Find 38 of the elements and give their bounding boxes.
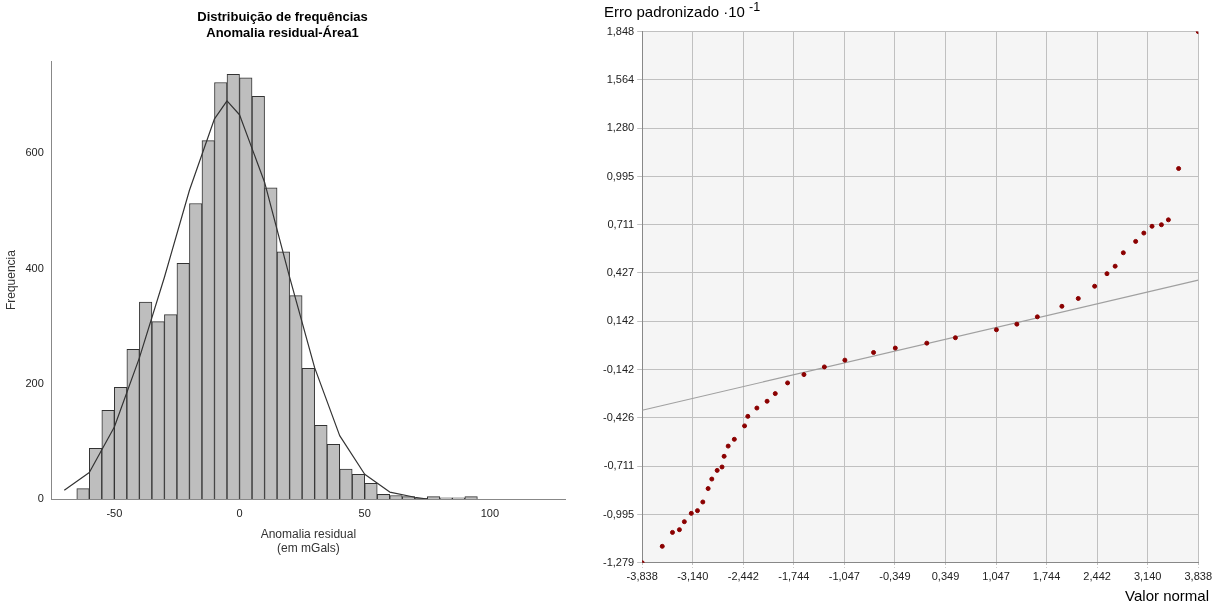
chart-subtitle: Anomalia residual-Área1: [206, 24, 359, 40]
x-tick-label: 0: [236, 506, 243, 519]
y-tick-label: 0,427: [606, 266, 635, 279]
y-tick-label: 0: [37, 492, 44, 505]
y-tick-label: 1,564: [606, 72, 635, 85]
y-tick-label: -0,142: [602, 362, 635, 375]
y-axis-title: Frequencia: [3, 249, 18, 311]
x-tick-label: -50: [106, 506, 123, 519]
x-tick-label: 50: [358, 506, 371, 519]
x-tick-label: 1,744: [1032, 570, 1061, 583]
y-tick-label: 0,711: [607, 217, 635, 230]
y-tick-label: 200: [25, 376, 44, 389]
y-tick-label: -1,279: [602, 555, 635, 568]
y-tick-label: 1,848: [606, 24, 635, 37]
x-tick-label: 0,349: [931, 570, 960, 583]
x-axis-title: Valor normal: [1124, 587, 1210, 604]
x-tick-label: 100: [480, 506, 500, 519]
y-tick-label: -0,711: [603, 459, 635, 472]
y-axis-title: Erro padronizado ·10 $^{-1}$: [603, 0, 762, 22]
x-axis-title: Anomalia residual (em mGals): [260, 526, 357, 556]
y-tick-label: 0,142: [606, 314, 635, 327]
x-tick-label: 3,140: [1133, 570, 1162, 583]
x-tick-label: -1,047: [828, 570, 860, 583]
x-tick-label: -1,744: [778, 570, 810, 583]
x-tick-label: 2,442: [1083, 570, 1111, 583]
x-tick-label: 3,838: [1184, 570, 1212, 583]
y-tick-label: -0,995: [602, 507, 635, 520]
y-tick-label: 1,280: [606, 121, 635, 134]
x-tick-label: -3,140: [677, 570, 709, 583]
x-tick-label: -3,838: [626, 570, 658, 583]
y-tick-label: 0,995: [606, 169, 635, 182]
x-tick-label: 1,047: [982, 570, 1010, 583]
chart-title: Distribuição de frequências: [197, 9, 368, 25]
x-tick-label: -2,442: [727, 570, 759, 583]
y-tick-label: -0,426: [602, 410, 635, 423]
y-tick-label: 400: [25, 261, 44, 274]
x-tick-label: -0,349: [879, 570, 911, 583]
y-tick-label: 600: [25, 146, 44, 159]
